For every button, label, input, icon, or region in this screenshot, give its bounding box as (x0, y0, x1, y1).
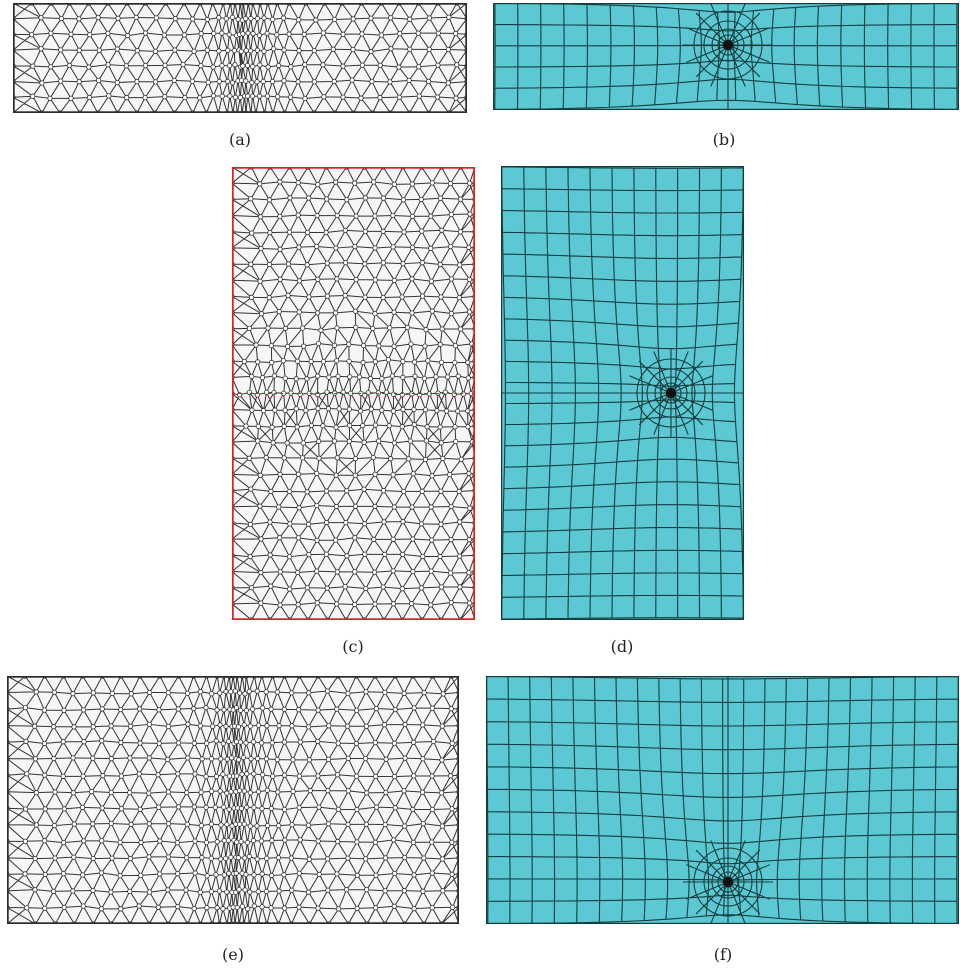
caption-a: (a) (228, 130, 252, 149)
crack-tip-marker (723, 40, 733, 50)
mesh-lines (232, 167, 475, 620)
mesh-edges (486, 676, 959, 924)
triangular-mesh-e (7, 676, 459, 924)
mesh-edges (494, 3, 958, 110)
quad-mesh-f (486, 676, 959, 924)
mesh-boundary (7, 676, 459, 924)
mesh-edges (7, 676, 459, 924)
mesh-panel-c (232, 167, 475, 620)
mesh-lines (494, 3, 958, 110)
mesh-lines (13, 3, 467, 113)
triangular-mesh-a (13, 3, 467, 113)
crack-tip-marker (666, 388, 676, 398)
mesh-nodes (232, 167, 475, 620)
mesh-boundary (486, 676, 959, 924)
mesh-edges (13, 3, 467, 113)
mesh-panel-e (7, 676, 459, 924)
mesh-panel-a (13, 3, 467, 113)
mesh-boundary (13, 3, 467, 113)
caption-b: (b) (712, 130, 736, 149)
triangular-mesh-c (232, 167, 475, 620)
mesh-panel-d (501, 166, 744, 620)
mesh-lines (501, 166, 744, 620)
caption-e: (e) (222, 945, 244, 964)
mesh-edges (232, 167, 475, 620)
caption-c: (c) (342, 637, 364, 656)
quad-mesh-b (493, 3, 959, 110)
caption-d: (d) (610, 637, 634, 656)
mesh-boundary (232, 167, 475, 620)
caption-f: (f) (713, 945, 733, 964)
crack-tip-marker (723, 877, 733, 887)
mesh-lines (7, 676, 459, 924)
mesh-edges (501, 166, 744, 620)
mesh-boundary (493, 3, 959, 110)
mesh-lines (486, 676, 959, 924)
mesh-panel-b (493, 3, 959, 110)
quad-mesh-d (501, 166, 744, 620)
mesh-panel-f (486, 676, 959, 924)
mesh-boundary (501, 166, 744, 620)
